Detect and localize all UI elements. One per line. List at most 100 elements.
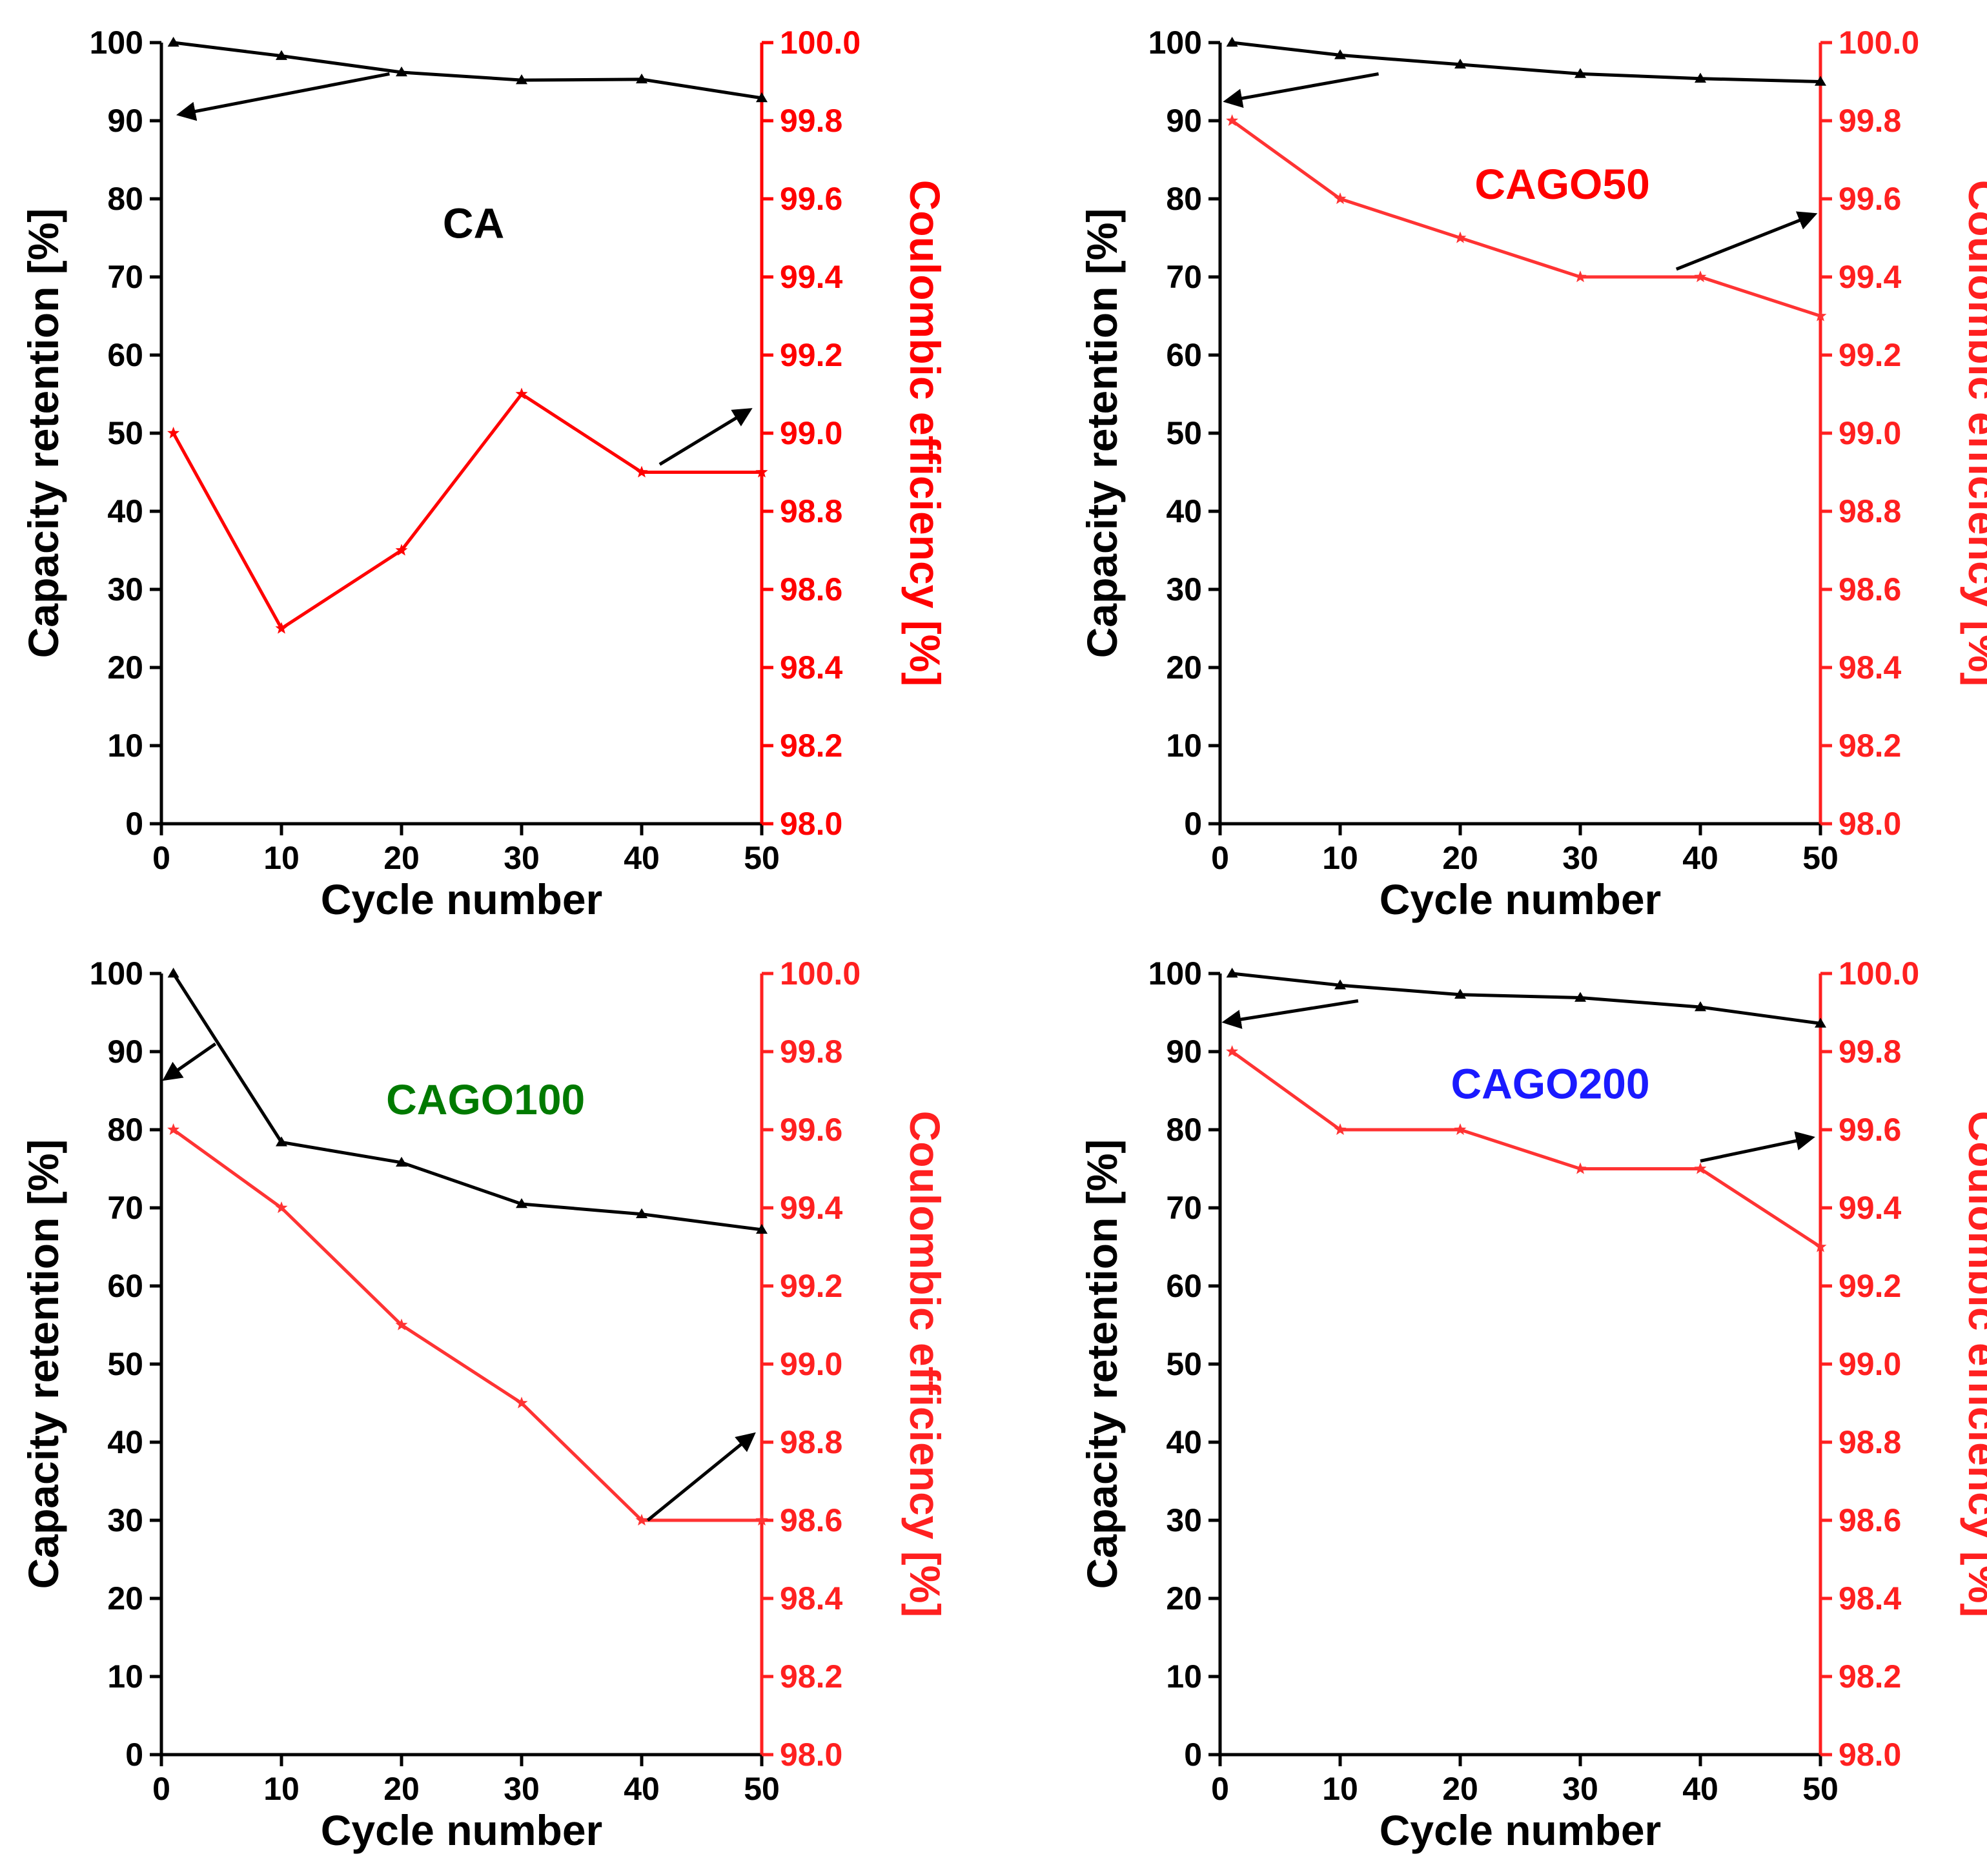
y-left-tick-label: 100	[1148, 25, 1202, 61]
x-axis-label: Cycle number	[1380, 1806, 1661, 1854]
y-right-tick-label: 99.0	[1839, 1346, 1901, 1382]
y-right-tick-label: 99.6	[780, 181, 842, 217]
y-left-tick-label: 50	[1166, 415, 1202, 451]
series-line-coulombic	[1231, 1050, 1822, 1249]
y-right-tick-label: 99.6	[1839, 1112, 1901, 1148]
y-left-tick-label: 80	[1166, 1112, 1202, 1148]
x-tick-label: 10	[263, 840, 300, 876]
x-tick-label: 50	[1802, 1771, 1839, 1807]
y-right-tick-label: 98.8	[1839, 1424, 1901, 1460]
data-point-capacity	[276, 50, 287, 60]
series-line-coulombic	[172, 1128, 762, 1522]
y-right-tick-label: 99.8	[1839, 103, 1901, 139]
y-right-tick-label: 99.2	[1839, 1268, 1901, 1304]
data-point-coulombic	[1694, 270, 1707, 283]
y-left-tick-label: 90	[1166, 1034, 1202, 1070]
y-left-tick-label: 20	[107, 649, 143, 686]
y-right-tick-label: 98.2	[780, 1658, 842, 1695]
y-right-tick-label: 98.2	[1839, 1658, 1901, 1695]
axis-indicator-arrow-right	[658, 408, 753, 466]
data-point-capacity	[396, 66, 407, 77]
y-left-tick-label: 90	[107, 1034, 143, 1070]
y-left-tick-label: 30	[107, 571, 143, 607]
y-right-tick-label: 99.0	[780, 415, 842, 451]
series-line-capacity	[1232, 972, 1821, 1025]
x-tick-label: 0	[152, 840, 170, 876]
y-right-tick-label: 100.0	[1839, 25, 1919, 61]
y-right-tick-label: 98.6	[780, 571, 842, 607]
y-right-tick-label: 100.0	[780, 25, 861, 61]
data-point-coulombic	[167, 1123, 180, 1136]
x-tick-label: 20	[1442, 840, 1478, 876]
data-point-capacity	[1815, 1017, 1826, 1028]
data-point-capacity	[167, 968, 179, 978]
y-left-tick-label: 60	[1166, 337, 1202, 373]
y-left-tick-label: 60	[1166, 1268, 1202, 1304]
y-left-axis-label: Capacity retention [%]	[1078, 209, 1126, 658]
x-tick-label: 50	[744, 1771, 780, 1807]
y-left-axis-label: Capacity retention [%]	[19, 209, 67, 658]
x-tick-label: 20	[1442, 1771, 1478, 1807]
y-right-tick-label: 99.2	[780, 1268, 842, 1304]
data-point-coulombic	[1226, 1045, 1239, 1057]
x-tick-label: 50	[1802, 840, 1839, 876]
y-left-tick-label: 70	[1166, 259, 1202, 295]
y-right-tick-label: 98.2	[780, 728, 842, 764]
y-left-tick-label: 90	[1166, 103, 1202, 139]
data-point-capacity	[1574, 992, 1586, 1002]
series-line-coulombic	[172, 393, 762, 630]
data-point-capacity	[756, 1223, 768, 1234]
data-point-capacity	[1454, 988, 1466, 999]
y-right-tick-label: 98.8	[1839, 493, 1901, 529]
chart-panel-top-right: 0 10 20 30 40 50 0 10 20 30 40 50 60 70 80 90 100 98.0 98.…	[1078, 25, 1987, 923]
chart-panel-bottom-right: 0 10 20 30 40 50 0 10 20 30 40 50 60 70 80 90 100 98.0 98.…	[1078, 955, 1987, 1854]
x-tick-label: 20	[383, 840, 420, 876]
data-point-capacity	[1334, 49, 1346, 59]
axis-indicator-arrow-left	[162, 1042, 217, 1081]
y-left-tick-label: 20	[1166, 1580, 1202, 1616]
y-right-tick-label: 99.0	[780, 1346, 842, 1382]
y-left-tick-label: 0	[1184, 806, 1202, 842]
data-point-capacity	[1815, 76, 1826, 86]
x-tick-label: 0	[1211, 840, 1229, 876]
x-tick-label: 0	[1211, 1771, 1229, 1807]
y-left-tick-label: 60	[107, 1268, 143, 1304]
data-point-coulombic	[1574, 1162, 1587, 1174]
data-point-coulombic	[1814, 309, 1827, 321]
axis-indicator-arrow-left	[1223, 72, 1379, 108]
x-tick-label: 40	[624, 1771, 660, 1807]
y-left-tick-label: 80	[107, 1112, 143, 1148]
y-left-tick-label: 0	[125, 1737, 143, 1773]
y-left-tick-label: 30	[1166, 571, 1202, 607]
y-right-tick-label: 99.4	[1839, 1190, 1902, 1226]
y-right-tick-label: 99.8	[1839, 1034, 1901, 1070]
y-left-axis-label: Capacity retention [%]	[1078, 1139, 1126, 1589]
data-point-capacity	[167, 37, 179, 47]
x-tick-label: 30	[504, 1771, 540, 1807]
data-point-coulombic	[1226, 114, 1239, 127]
x-tick-label: 10	[1322, 1771, 1358, 1807]
y-right-axis-label: Coulombic efficiency [%]	[1960, 1111, 1987, 1618]
x-tick-label: 40	[1682, 840, 1718, 876]
data-point-coulombic	[167, 427, 180, 439]
data-point-capacity	[516, 1198, 527, 1208]
y-right-tick-label: 99.4	[780, 259, 843, 295]
data-point-coulombic	[275, 1201, 288, 1214]
data-point-coulombic	[515, 387, 528, 400]
data-point-coulombic	[635, 1514, 648, 1526]
data-point-capacity	[1574, 68, 1586, 78]
y-right-tick-label: 98.8	[780, 493, 842, 529]
y-right-tick-label: 98.4	[780, 649, 843, 686]
chart-panel-top-left: 0 10 20 30 40 50 0 10 20 30 40 50 60 70 80 90 100 98.0 98.…	[19, 25, 949, 923]
panel-title: CA	[443, 199, 504, 247]
y-left-tick-label: 70	[107, 259, 143, 295]
y-left-tick-label: 100	[90, 955, 143, 992]
y-right-tick-label: 98.4	[780, 1580, 843, 1616]
data-point-capacity	[276, 1136, 287, 1147]
series-line-capacity	[1232, 41, 1821, 83]
data-point-capacity	[1226, 968, 1238, 978]
data-point-coulombic	[1334, 192, 1347, 205]
y-right-tick-label: 99.8	[780, 1034, 842, 1070]
axis-indicator-arrow-right	[1675, 211, 1818, 271]
y-right-tick-label: 99.2	[780, 337, 842, 373]
